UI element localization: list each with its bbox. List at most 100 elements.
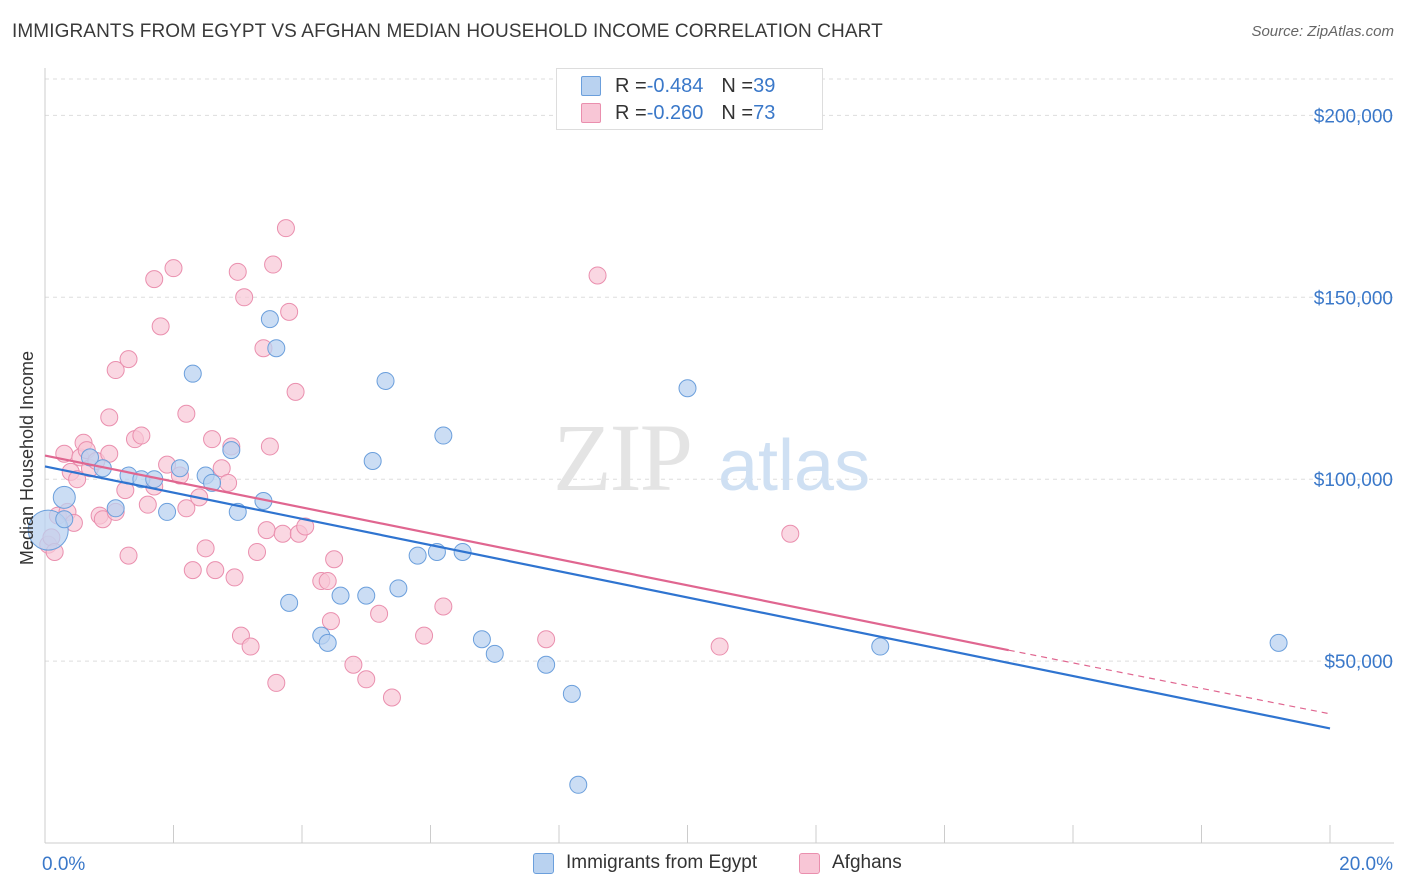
egypt-point <box>408 546 427 565</box>
egypt-point <box>389 579 408 598</box>
egypt-point <box>52 485 76 509</box>
egypt-point <box>376 371 395 390</box>
afghan-point <box>273 524 292 543</box>
afghan-trend-line <box>44 454 1009 652</box>
watermark-zip: ZIP <box>553 404 691 511</box>
afghan-point <box>219 473 238 492</box>
r-value: -0.484 <box>646 74 704 97</box>
afghan-point <box>415 626 434 645</box>
afghan-point <box>781 524 800 543</box>
n-label: N = <box>721 101 754 124</box>
afghan-point <box>370 604 389 623</box>
r-label: R = <box>615 101 647 124</box>
legend-label-afghans: Afghans <box>832 852 902 873</box>
afghan-point <box>183 561 202 580</box>
afghan-point <box>228 262 247 281</box>
y-tick-label: $50,000 <box>1324 652 1393 673</box>
chart-title: IMMIGRANTS FROM EGYPT VS AFGHAN MEDIAN H… <box>12 21 883 42</box>
egypt-point <box>260 310 279 329</box>
egypt-point <box>434 426 453 445</box>
afghan-point <box>276 219 295 238</box>
afghan-point <box>177 499 196 518</box>
afghan-point <box>588 266 607 285</box>
afghan-point <box>241 637 260 656</box>
afghan-point <box>203 430 222 449</box>
egypt-point <box>1269 633 1288 652</box>
n-label: N = <box>721 74 754 97</box>
watermark-atlas: atlas <box>718 426 870 506</box>
afghan-point <box>151 317 170 336</box>
egypt-point <box>485 644 504 663</box>
afghan-point <box>235 288 254 307</box>
afghan-point <box>264 255 283 274</box>
afghan-point <box>382 688 401 707</box>
stats-row-egypt: R = -0.484 N = 39 <box>581 73 775 99</box>
afghan-point <box>119 350 138 369</box>
afghan-point <box>257 521 276 540</box>
egypt-point <box>158 502 177 521</box>
afghan-point <box>138 495 157 514</box>
egypt-point <box>678 379 697 398</box>
egypt-point <box>267 339 286 358</box>
egypt-point <box>280 593 299 612</box>
legend-label-egypt: Immigrants from Egypt <box>566 852 758 873</box>
afghan-point <box>710 637 729 656</box>
afghan-point <box>206 561 225 580</box>
afghan-point <box>106 361 125 380</box>
egypt-point <box>363 452 382 470</box>
afghan-point <box>164 259 183 278</box>
y-tick-label: $200,000 <box>1314 106 1393 127</box>
egypt-point <box>562 684 581 703</box>
egypt-point <box>203 473 222 492</box>
egypt-point <box>569 775 588 794</box>
tick-labels: $50,000 $100,000 $150,000 $200,000 0.0% 20.0% <box>42 106 1393 875</box>
stats-row-afghan: R = -0.260 N = 73 <box>581 100 775 126</box>
egypt-point <box>871 637 890 656</box>
afghan-point <box>248 542 267 561</box>
legend-item-afghans[interactable]: Afghans <box>799 852 902 874</box>
afghan-point <box>357 670 376 689</box>
afghan-point <box>318 572 337 591</box>
egypt-point <box>106 499 125 518</box>
afghan-point <box>296 517 315 536</box>
x-tick-label: 0.0% <box>42 854 85 875</box>
egypt-point <box>80 448 99 467</box>
egypt-point <box>331 586 350 605</box>
n-value: 39 <box>753 74 776 97</box>
afghan-swatch <box>581 103 601 123</box>
egypt-trend-line <box>44 465 1331 730</box>
afghan-point <box>344 655 363 674</box>
egypt-point <box>318 633 337 652</box>
egypt-points <box>27 310 1288 794</box>
n-value: 73 <box>753 101 776 124</box>
afghan-point <box>177 404 196 423</box>
r-value: -0.260 <box>646 101 704 124</box>
legend-item-egypt[interactable]: Immigrants from Egypt <box>533 852 757 874</box>
afghan-legend-swatch <box>799 852 820 874</box>
afghan-point <box>537 630 556 649</box>
grid-lines <box>45 78 1394 662</box>
y-axis-label: Median Household Income <box>17 351 37 565</box>
series-legend: Immigrants from Egypt Afghans <box>0 852 1406 878</box>
egypt-point <box>55 510 74 529</box>
afghan-point <box>119 546 138 565</box>
source-credit: Source: ZipAtlas.com <box>1251 23 1394 40</box>
axes <box>44 68 1394 844</box>
egypt-point <box>183 364 202 383</box>
stats-legend: R = -0.484 N = 39 R = -0.260 N = 73 <box>556 68 823 130</box>
trend-lines <box>44 454 1331 730</box>
afghan-point <box>325 550 344 569</box>
egypt-swatch <box>581 76 601 96</box>
afghan-trend-extension <box>1008 649 1331 715</box>
afghan-point <box>260 437 279 456</box>
afghan-point <box>280 302 299 321</box>
y-tick-label: $100,000 <box>1314 470 1393 491</box>
afghan-point <box>267 673 286 692</box>
afghan-point <box>196 539 215 558</box>
egypt-legend-swatch <box>533 852 554 874</box>
afghan-point <box>145 270 164 289</box>
x-tick-label: 20.0% <box>1339 854 1393 875</box>
r-label: R = <box>615 74 647 97</box>
afghan-point <box>434 597 453 616</box>
